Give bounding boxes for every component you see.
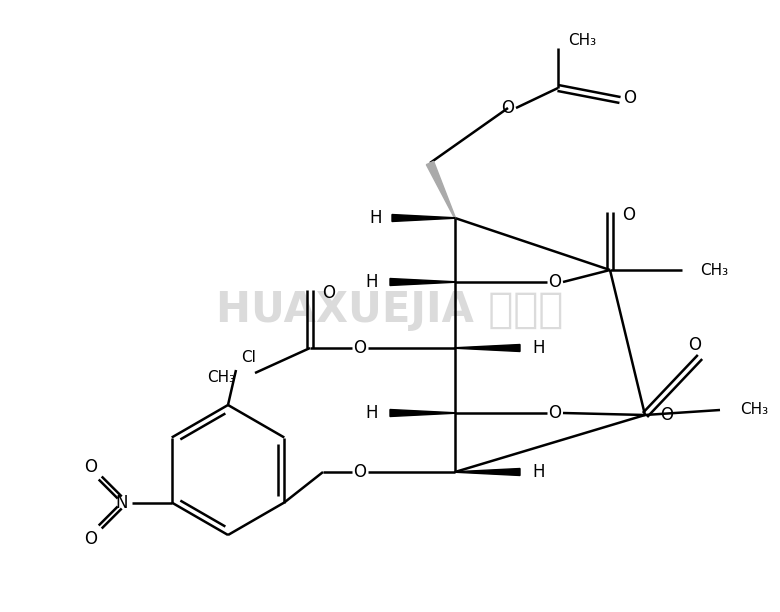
Text: N: N [115, 493, 128, 512]
Text: H: H [366, 273, 378, 291]
Polygon shape [455, 345, 520, 351]
Polygon shape [390, 409, 455, 417]
Polygon shape [427, 162, 456, 218]
Text: CH₃: CH₃ [207, 370, 235, 386]
Polygon shape [455, 469, 520, 476]
Text: O: O [660, 406, 673, 424]
Text: O: O [548, 404, 562, 422]
Text: H: H [366, 404, 378, 422]
Text: CH₃: CH₃ [740, 403, 768, 417]
Text: CH₃: CH₃ [700, 263, 728, 277]
Text: H: H [532, 339, 544, 357]
Text: O: O [353, 339, 367, 357]
Text: Cl: Cl [241, 351, 256, 365]
Text: CH₃: CH₃ [568, 32, 596, 48]
Text: HUAXUEJIA 化学加: HUAXUEJIA 化学加 [216, 289, 564, 331]
Text: H: H [370, 209, 382, 227]
Text: O: O [623, 89, 636, 107]
Polygon shape [390, 278, 455, 286]
Text: H: H [532, 463, 544, 481]
Text: O: O [548, 273, 562, 291]
Text: O: O [84, 458, 98, 476]
Text: O: O [689, 336, 701, 354]
Text: O: O [622, 206, 635, 224]
Polygon shape [392, 214, 455, 222]
Text: O: O [353, 463, 367, 481]
Text: O: O [84, 529, 98, 548]
Text: O: O [322, 284, 335, 302]
Text: O: O [502, 99, 515, 117]
